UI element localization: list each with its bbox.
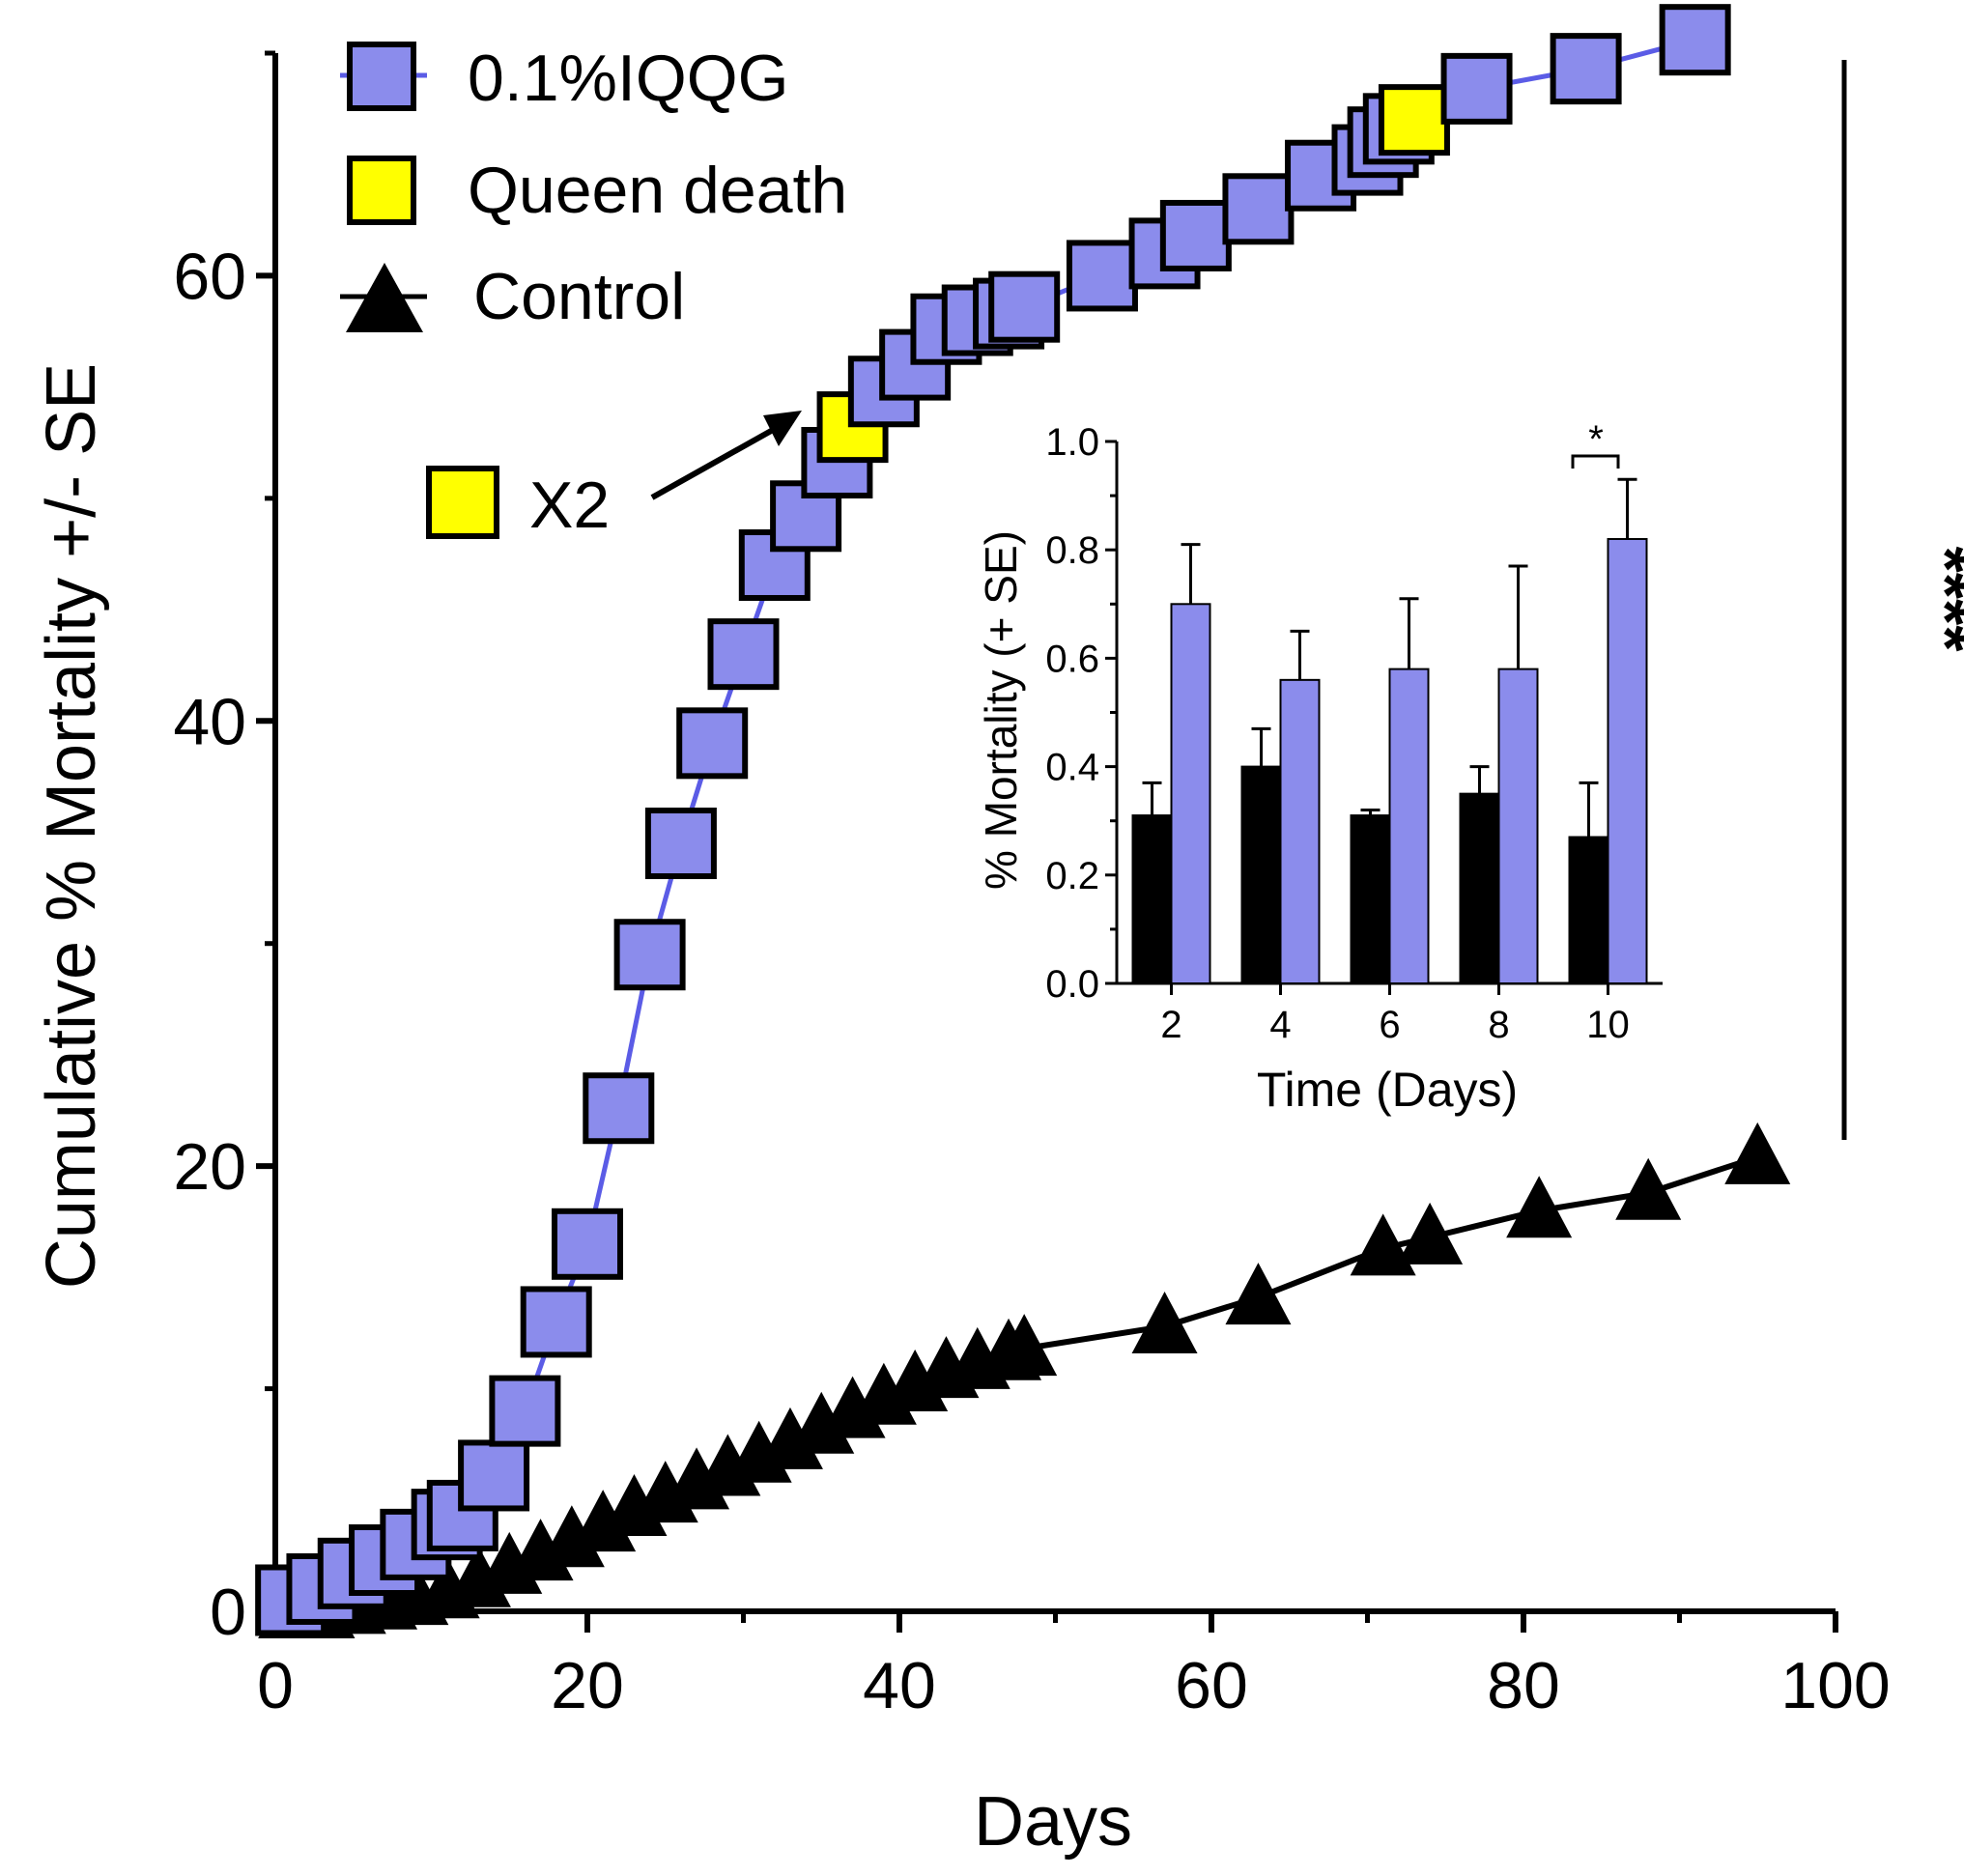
- treatment-point: [1066, 240, 1138, 312]
- x2-queen-marker: [426, 466, 499, 539]
- control-point: [991, 1314, 1058, 1377]
- main-y-tick-label: 40: [173, 685, 246, 758]
- inset-x-tick-label: 6: [1379, 1004, 1400, 1046]
- treatment-point: [1159, 199, 1232, 271]
- main-x-axis-label: Days: [974, 1783, 1132, 1861]
- control-point: [1131, 1292, 1198, 1354]
- main-y-tick-label: 0: [210, 1576, 246, 1649]
- inset-treatment-bar: [1279, 678, 1321, 985]
- treatment-point: [1440, 52, 1513, 125]
- main-x-ticks: 0 20 40 60 80 100: [257, 1611, 1891, 1722]
- inset-bars: [1131, 477, 1648, 985]
- treatment-point: [1550, 33, 1622, 105]
- inset-y-tick-label: 0.4: [1045, 747, 1099, 789]
- control-point: [1225, 1263, 1292, 1325]
- x2-arrow-head: [763, 411, 802, 446]
- legend-treatment-marker: [347, 42, 416, 111]
- main-x-tick-label: 60: [1175, 1649, 1248, 1722]
- inset-x-tick-label: 10: [1586, 1004, 1630, 1046]
- legend-queen-label: Queen death: [468, 154, 847, 227]
- inset-bar-chart: 0.0 0.2 0.4 0.6 0.8 1.0 2 4 6 8 10 Time (Days) % …: [976, 418, 1663, 1117]
- inset-y-tick-label: 0.6: [1045, 638, 1099, 680]
- control-series: [258, 1122, 1791, 1638]
- control-point: [1615, 1157, 1682, 1220]
- x2-arrow-shaft: [650, 427, 775, 500]
- inset-x-axis-label: Time (Days): [1257, 1063, 1518, 1117]
- inset-y-tick-label: 0.8: [1045, 529, 1099, 572]
- control-point: [1506, 1176, 1573, 1238]
- inset-y-tick-label: 0.2: [1045, 855, 1099, 897]
- x2-annotation: X2: [426, 411, 802, 542]
- significance-stars: ****: [1908, 547, 1964, 653]
- treatment-point: [489, 1375, 561, 1447]
- main-x-tick-label: 20: [551, 1649, 624, 1722]
- legend-treatment-label: 0.1%IQQG: [468, 42, 789, 115]
- main-x-tick-label: 80: [1487, 1649, 1560, 1722]
- main-y-tick-label: 20: [173, 1130, 246, 1204]
- control-point: [538, 1505, 605, 1568]
- treatment-point: [1659, 4, 1731, 76]
- treatment-point: [458, 1439, 530, 1512]
- inset-y-axis-label: % Mortality (+ SE): [976, 530, 1026, 890]
- treatment-point: [520, 1286, 592, 1358]
- inset-significance-star: *: [1588, 418, 1604, 461]
- inset-y-tick-label: 0.0: [1045, 963, 1099, 1006]
- legend-control-marker: [346, 263, 423, 332]
- treatment-point: [707, 618, 780, 691]
- main-y-tick-label: 60: [173, 240, 246, 313]
- control-point: [1724, 1122, 1791, 1184]
- x2-label: X2: [529, 469, 610, 542]
- main-y-ticks: 0 20 40 60: [173, 50, 275, 1649]
- treatment-point: [644, 808, 717, 880]
- main-x-tick-label: 40: [863, 1649, 936, 1722]
- inset-x-tick-label: 2: [1160, 1004, 1181, 1046]
- legend-control-label: Control: [473, 260, 685, 333]
- control-point: [756, 1407, 823, 1469]
- inset-control-bar: [1131, 814, 1173, 985]
- treatment-point: [1222, 173, 1295, 245]
- treatment-series: [255, 4, 1731, 1636]
- inset-x-ticks: 2 4 6 8 10: [1160, 983, 1630, 1046]
- inset-control-bar: [1568, 836, 1609, 985]
- treatment-point: [583, 1072, 655, 1145]
- treatment-point: [552, 1208, 623, 1280]
- inset-treatment-bar: [1497, 668, 1539, 984]
- legend-queen-marker: [347, 156, 416, 225]
- inset-x-tick-label: 8: [1488, 1004, 1509, 1046]
- inset-x-tick-label: 4: [1269, 1004, 1291, 1046]
- inset-control-bar: [1350, 814, 1391, 985]
- inset-y-ticks: 0.0 0.2 0.4 0.6 0.8 1.0: [1045, 421, 1117, 1006]
- inset-treatment-bar: [1170, 603, 1211, 984]
- treatment-point: [676, 707, 749, 780]
- inset-control-bar: [1240, 765, 1282, 984]
- treatment-point: [988, 270, 1061, 343]
- queen-death-point: [1378, 84, 1450, 156]
- legend: 0.1%IQQG Queen death Control: [340, 42, 847, 333]
- control-point: [1397, 1202, 1464, 1265]
- inset-control-bar: [1459, 792, 1500, 985]
- control-point: [788, 1391, 855, 1454]
- inset-treatment-bar: [1607, 537, 1648, 984]
- main-x-tick-label: 0: [257, 1649, 294, 1722]
- main-x-tick-label: 100: [1780, 1649, 1890, 1722]
- control-point: [570, 1490, 637, 1552]
- main-y-axis-label: Cumulative % Mortality +/- SE: [33, 363, 110, 1289]
- inset-y-tick-label: 1.0: [1045, 421, 1099, 464]
- inset-treatment-bar: [1388, 668, 1430, 984]
- treatment-point: [613, 919, 686, 991]
- inset-significance-bracket: [1571, 454, 1620, 469]
